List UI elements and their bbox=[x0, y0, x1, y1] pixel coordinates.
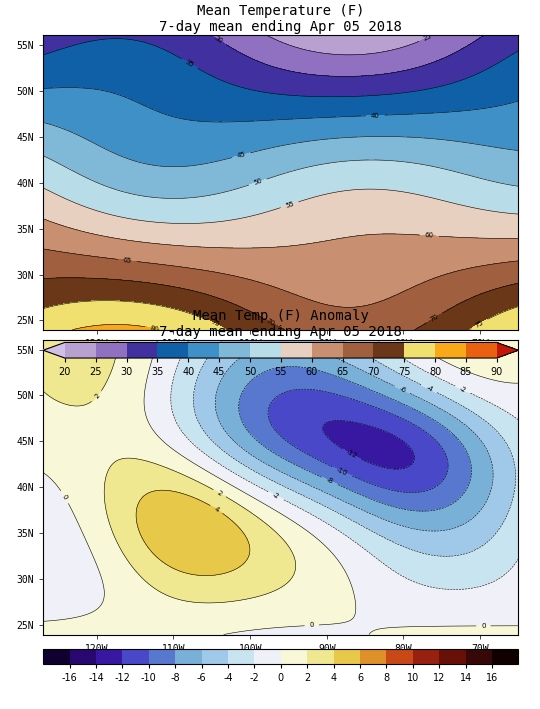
Text: 35: 35 bbox=[184, 59, 195, 68]
PathPatch shape bbox=[497, 342, 518, 358]
Text: 70: 70 bbox=[429, 313, 440, 323]
Title: Mean Temp (F) Anomaly
7-day mean ending Apr 05 2018: Mean Temp (F) Anomaly 7-day mean ending … bbox=[159, 309, 402, 339]
Text: 65: 65 bbox=[123, 257, 132, 264]
Text: 2: 2 bbox=[93, 393, 100, 400]
Text: -10: -10 bbox=[335, 467, 348, 476]
Text: -12: -12 bbox=[345, 449, 357, 459]
Text: -2: -2 bbox=[271, 491, 280, 500]
Text: 75: 75 bbox=[474, 319, 485, 328]
Text: 25: 25 bbox=[423, 33, 433, 42]
Text: 60: 60 bbox=[425, 233, 434, 239]
Text: 0: 0 bbox=[61, 493, 69, 501]
Text: 50: 50 bbox=[253, 178, 263, 186]
Text: 40: 40 bbox=[371, 112, 380, 118]
Text: 0: 0 bbox=[415, 341, 422, 348]
Text: -6: -6 bbox=[398, 386, 407, 394]
Text: -8: -8 bbox=[325, 476, 334, 485]
Text: 70: 70 bbox=[266, 318, 276, 327]
Title: Mean Temperature (F)
7-day mean ending Apr 05 2018: Mean Temperature (F) 7-day mean ending A… bbox=[159, 4, 402, 34]
Text: 55: 55 bbox=[285, 201, 295, 209]
PathPatch shape bbox=[43, 342, 65, 358]
Text: 4: 4 bbox=[213, 506, 220, 513]
Text: 30: 30 bbox=[213, 35, 224, 45]
Text: -2: -2 bbox=[458, 386, 467, 393]
Text: -4: -4 bbox=[425, 385, 434, 393]
Text: 75: 75 bbox=[210, 319, 220, 328]
Text: 0: 0 bbox=[481, 623, 485, 629]
Text: 0: 0 bbox=[309, 623, 314, 628]
Text: 2: 2 bbox=[216, 489, 223, 497]
Text: 45: 45 bbox=[236, 151, 246, 160]
Text: 80: 80 bbox=[150, 325, 159, 333]
